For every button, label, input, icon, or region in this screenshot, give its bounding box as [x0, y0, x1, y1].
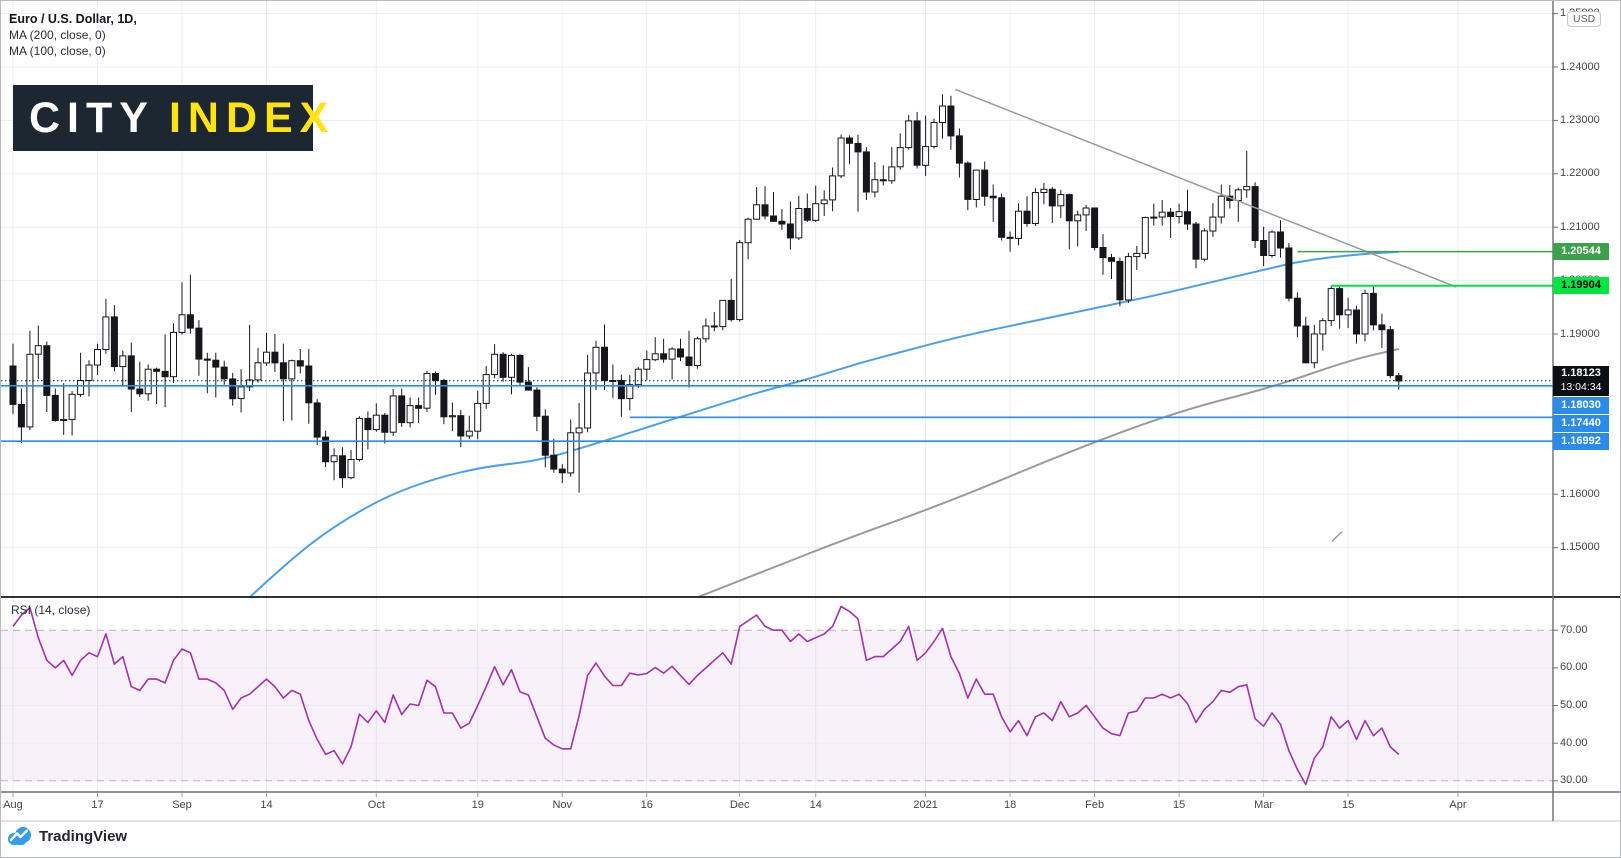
ma100-legend[interactable]: MA (100, close, 0)	[9, 44, 106, 58]
price-tick-label: 1.16000	[1560, 487, 1600, 500]
rsi-tick-label: 60.00	[1560, 661, 1588, 674]
ma200-legend[interactable]: MA (200, close, 0)	[9, 28, 106, 42]
rsi-tick-label: 40.00	[1560, 736, 1588, 749]
price-level-label: 1.17440	[1553, 414, 1609, 432]
price-tick-label: 1.24000	[1560, 60, 1600, 73]
time-tick-label: 16	[640, 799, 653, 811]
time-tick-label: 19	[471, 799, 484, 811]
price-tick-label: 1.15000	[1560, 541, 1600, 554]
time-tick-label: 14	[809, 799, 822, 811]
logo-word-city: CITY	[29, 93, 155, 142]
price-level-label: 1.16992	[1553, 432, 1609, 450]
time-tick-label: Oct	[367, 799, 385, 811]
rsi-tick-label: 70.00	[1560, 623, 1588, 636]
price-tick-label: 1.19000	[1560, 327, 1600, 340]
tradingview-brand[interactable]: TradingView	[39, 827, 128, 845]
price-level-label: 1.20544	[1553, 243, 1609, 261]
time-tick-label: 15	[1172, 799, 1186, 811]
currency-chip[interactable]: USD	[1567, 11, 1602, 27]
time-tick-label: Mar	[1254, 799, 1274, 811]
logo-word-index: INDEX	[168, 93, 336, 142]
time-tick-label: Apr	[1449, 799, 1467, 811]
rsi-tick-label: 50.00	[1560, 699, 1588, 711]
price-tick-label: 1.21000	[1560, 220, 1600, 233]
time-tick-label: Nov	[552, 799, 573, 811]
price-tick-label: 1.22000	[1560, 167, 1600, 180]
price-level-label: 1.18030	[1553, 396, 1609, 414]
city-index-logo: CITY INDEX	[13, 85, 328, 151]
time-tick-label: Dec	[729, 799, 750, 811]
time-tick-label: 15	[1341, 799, 1355, 811]
countdown-timer: 13:04:34	[1560, 380, 1602, 393]
tradingview-logo-icon[interactable]	[7, 825, 33, 847]
time-tick-label: Feb	[1085, 799, 1105, 811]
footer: TradingView	[7, 825, 127, 847]
time-tick-label: 18	[1003, 799, 1017, 811]
time-tick-label: Sep	[172, 799, 192, 811]
rsi-tick-label: 30.00	[1560, 774, 1588, 787]
time-tick-label: Aug	[3, 799, 23, 811]
rsi-legend[interactable]: RSI (14, close)	[11, 603, 91, 617]
time-tick-label: 2021	[913, 799, 938, 811]
price-level-label: 1.18123 13:04:34	[1553, 365, 1609, 396]
time-tick-label: 14	[260, 799, 273, 811]
time-tick-label: 17	[91, 799, 104, 811]
price-level-label: 1.19904	[1553, 277, 1609, 295]
symbol-title[interactable]: Euro / U.S. Dollar, 1D,	[9, 12, 137, 26]
legend: Euro / U.S. Dollar, 1D, MA (200, close, …	[9, 11, 137, 59]
price-tick-label: 1.23000	[1560, 113, 1600, 126]
